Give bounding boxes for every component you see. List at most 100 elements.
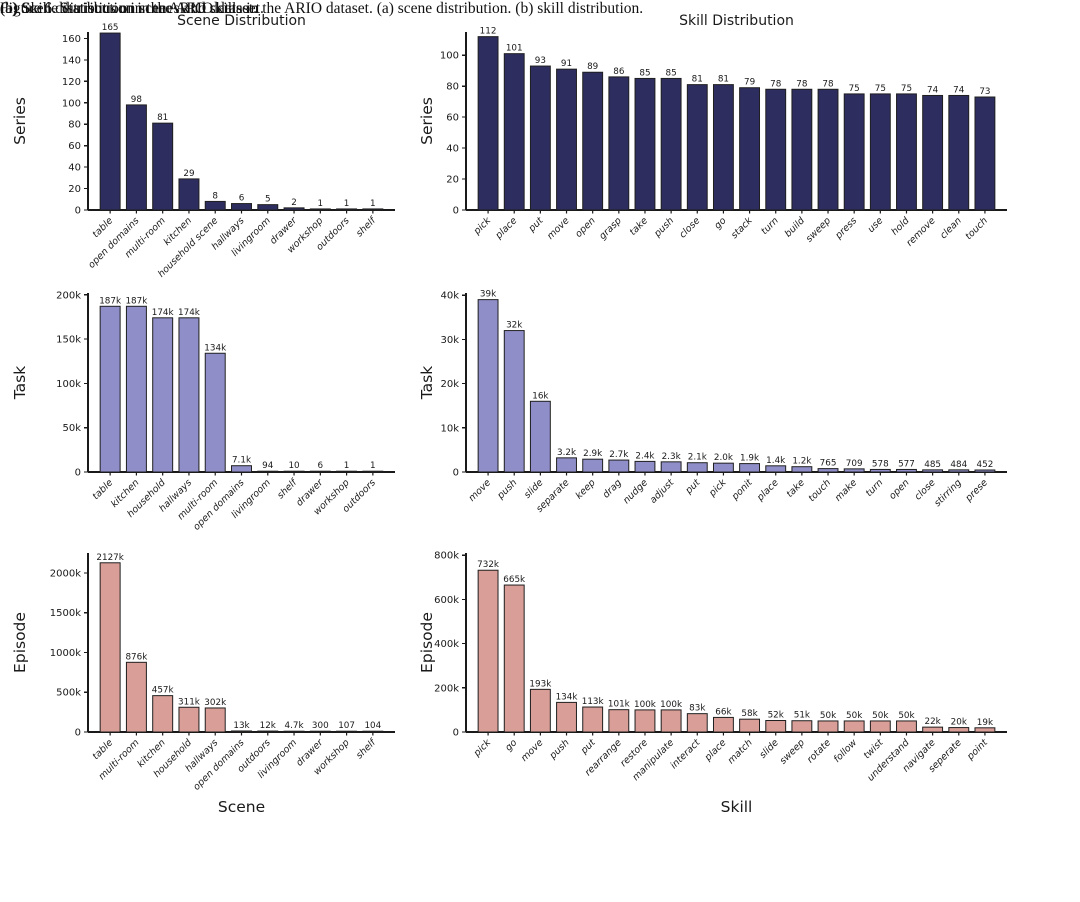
bar <box>712 462 734 473</box>
category-label: close <box>677 215 702 240</box>
category-label: sweep <box>804 215 833 244</box>
y-tick-label: 60 <box>446 113 459 124</box>
bar-value-label: 86 <box>613 67 625 77</box>
bar <box>178 706 200 733</box>
category-label: press <box>833 215 860 242</box>
category-label: keep <box>574 477 598 501</box>
category-label: put <box>683 476 704 497</box>
bar <box>660 461 682 473</box>
bar-value-label: 7.1k <box>232 456 252 466</box>
category-label: shelf <box>354 736 379 761</box>
bar <box>739 87 761 211</box>
bar <box>231 203 252 211</box>
bar-value-label: 311k <box>178 697 201 707</box>
bar <box>204 707 226 733</box>
bar <box>608 709 630 733</box>
category-label: adjust <box>648 476 677 505</box>
bar <box>791 466 813 473</box>
bar-value-label: 112 <box>480 27 497 37</box>
bar <box>948 469 970 473</box>
bar-value-label: 300 <box>312 721 329 731</box>
bar <box>125 661 147 733</box>
bar <box>257 730 279 733</box>
y-axis-label: Series <box>11 97 29 145</box>
bar-value-label: 19k <box>977 718 994 728</box>
y-tick-label: 140 <box>62 55 81 66</box>
bar-value-label: 91 <box>561 59 572 69</box>
bar <box>503 53 525 211</box>
bar <box>309 470 331 473</box>
scene-episode-chart: 0500k1000k1500k2000kEpisode2127ktable876… <box>11 553 395 816</box>
bar-value-label: 187k <box>99 296 122 306</box>
category-label: slide <box>757 737 781 761</box>
category-label: take <box>628 215 651 238</box>
bar <box>125 104 147 211</box>
bar <box>362 208 384 211</box>
category-label: place <box>754 477 781 504</box>
skill-episode-chart: 0 200k 400k 600k 800k Episode 732k pick 665k go 19… <box>418 551 1007 816</box>
bar-value-label: 4.7k <box>284 721 304 731</box>
bar <box>765 465 787 473</box>
bar <box>99 562 121 733</box>
bar <box>765 88 787 211</box>
bar-value-label: 452 <box>977 460 994 470</box>
bar-value-label: 75 <box>875 84 886 94</box>
bar-value-label: 665k <box>503 575 526 585</box>
bar-value-label: 39k <box>480 290 497 300</box>
bar-value-label: 1.4k <box>766 456 786 466</box>
category-label: move <box>467 477 494 504</box>
bar <box>922 726 944 733</box>
bar-value-label: 6 <box>239 194 245 204</box>
y-axis-label: Task <box>11 366 29 400</box>
y-tick-label: 600k <box>434 595 459 606</box>
y-tick-label: 0 <box>453 468 459 479</box>
bar <box>712 84 734 211</box>
category-label: pick <box>706 477 729 500</box>
bar-value-label: 765 <box>820 459 837 469</box>
y-tick-label: 30k <box>440 335 459 346</box>
bar-value-label: 709 <box>846 459 863 469</box>
bar-value-label: 2127k <box>96 553 124 563</box>
bar <box>739 463 761 473</box>
bar-value-label: 2.0k <box>714 453 734 463</box>
category-label: grasp <box>597 215 624 242</box>
bar-value-label: 74 <box>927 85 939 95</box>
bar <box>712 716 734 733</box>
y-tick-label: 120 <box>62 77 81 88</box>
subcaption-b: (b) Skill distribution in the ARIO datas… <box>0 0 258 17</box>
category-label: touch <box>963 215 990 242</box>
category-label: shelf <box>354 214 379 239</box>
category-label: point <box>964 736 991 763</box>
bar-value-label: 1.2k <box>792 457 812 467</box>
bar <box>283 207 305 211</box>
bar <box>739 718 761 733</box>
y-tick-label: 80 <box>68 120 81 131</box>
bar <box>634 77 656 211</box>
bar <box>178 317 200 473</box>
bar <box>896 720 917 733</box>
bar-value-label: 100k <box>660 700 683 710</box>
bar <box>503 330 525 473</box>
bar <box>843 93 865 211</box>
category-label: push <box>651 215 676 240</box>
bar-value-label: 6 <box>318 461 324 471</box>
bar <box>817 88 839 211</box>
bar <box>152 695 174 733</box>
bar-value-label: 876k <box>125 652 148 662</box>
category-label: use <box>866 215 886 235</box>
bar <box>152 317 174 473</box>
category-label: sweep <box>778 737 807 766</box>
bar-value-label: 101k <box>608 700 631 710</box>
bar-value-label: 12k <box>260 721 277 731</box>
y-tick-label: 0 <box>453 206 459 217</box>
category-label: pick <box>471 215 494 238</box>
bar-value-label: 93 <box>535 56 546 66</box>
bar <box>362 730 384 733</box>
bar-value-label: 107 <box>338 721 355 731</box>
bar <box>309 730 331 733</box>
bar <box>556 701 577 733</box>
category-label: turn <box>864 477 886 499</box>
bar <box>660 709 682 733</box>
category-label: slide <box>522 477 546 501</box>
y-tick-label: 500k <box>56 688 81 699</box>
